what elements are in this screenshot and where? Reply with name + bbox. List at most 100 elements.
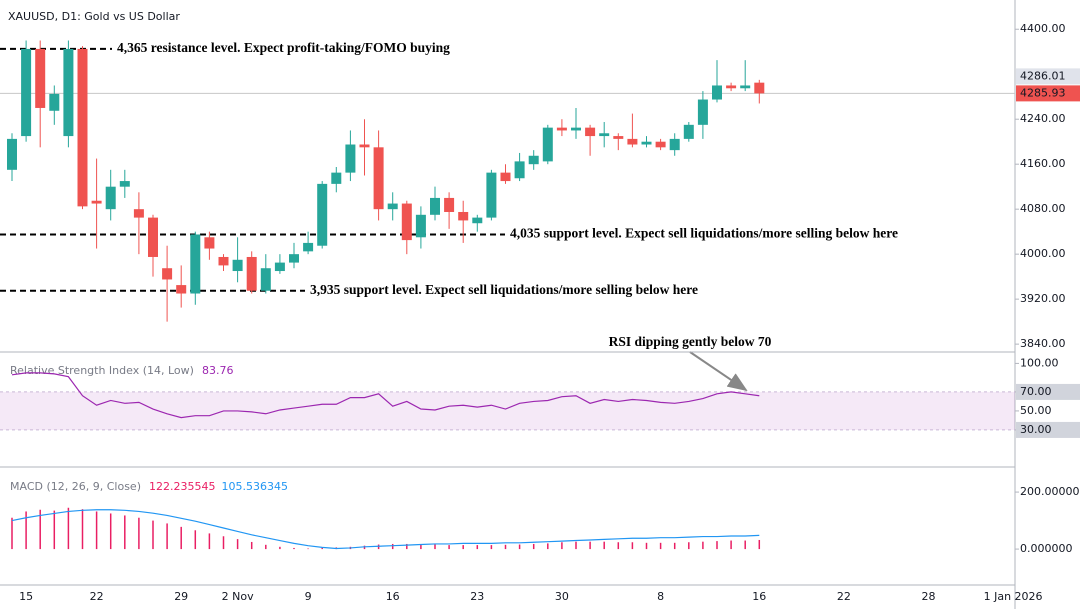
candle-body <box>697 99 708 125</box>
candle-body <box>7 138 17 170</box>
y-tick-label: 3840.00 <box>1020 337 1066 350</box>
candle-body <box>190 234 201 294</box>
candle-body <box>148 217 158 257</box>
y-tick-label: 4160.00 <box>1020 157 1066 170</box>
chart-title: XAUUSD, D1: Gold vs US Dollar <box>8 10 180 23</box>
y-tick-label: 4400.00 <box>1020 22 1066 35</box>
candle-body <box>740 85 751 89</box>
candle-body <box>162 268 173 280</box>
marker-price-label: 4286.01 <box>1020 69 1066 82</box>
candle-body <box>49 93 60 111</box>
separators <box>0 0 1016 609</box>
candle-body <box>683 124 694 139</box>
candle-body <box>303 242 314 252</box>
candle-body <box>91 200 102 204</box>
y-tick-box <box>1016 383 1080 400</box>
y-tick-box <box>1016 421 1080 438</box>
annotation-arrow <box>689 351 748 392</box>
macd-line-value: 105.536345 <box>221 480 287 493</box>
candle-body <box>754 82 765 94</box>
candle-body <box>726 85 737 89</box>
candle-body <box>556 127 567 131</box>
y-tick-label: 200.000000 <box>1020 485 1080 498</box>
candle-body <box>35 48 46 108</box>
candle-body <box>585 127 596 137</box>
x-tick-label: 16 <box>752 590 766 603</box>
y-tick-label: 70.00 <box>1020 385 1052 398</box>
x-tick-label: 9 <box>305 590 312 603</box>
candle-body <box>133 209 144 218</box>
rsi-value: 83.76 <box>202 364 234 377</box>
candle-body <box>359 144 370 148</box>
macd-title: MACD (12, 26, 9, Close) <box>10 480 141 493</box>
candle-body <box>331 172 342 184</box>
candle-body <box>77 48 88 207</box>
x-tick-label: 28 <box>922 590 936 603</box>
candle-body <box>528 155 539 165</box>
candle-body <box>514 161 525 179</box>
candle-body <box>627 138 638 145</box>
candle-body <box>401 203 412 241</box>
candle-body <box>444 197 455 212</box>
candle-body <box>63 48 74 137</box>
candle-body <box>204 237 215 249</box>
annotation-text: 4,035 support level. Expect sell liquida… <box>510 226 898 241</box>
x-tick-label: 15 <box>19 590 33 603</box>
candle-body <box>317 183 328 246</box>
candle-body <box>345 144 356 173</box>
candle-body <box>712 85 722 100</box>
candle-body <box>246 256 257 291</box>
x-tick-label: 8 <box>657 590 664 603</box>
rsi-band <box>0 391 1015 430</box>
annotation-text: 3,935 support level. Expect sell liquida… <box>310 282 698 297</box>
candle-body <box>387 203 398 210</box>
y-tick-label: 3920.00 <box>1020 292 1066 305</box>
candle-body <box>571 127 581 131</box>
candle-body <box>486 172 497 218</box>
candle-body <box>430 197 440 215</box>
candle-body <box>105 186 116 210</box>
price-label: 4285.93 <box>1020 86 1066 99</box>
y-tick-label: 30.00 <box>1020 423 1052 436</box>
candle-body <box>415 214 426 238</box>
y-tick-label: 4080.00 <box>1020 202 1066 215</box>
candle-body <box>260 268 271 291</box>
candle-body <box>500 172 511 182</box>
x-tick-label: 1 Jan 2026 <box>984 590 1043 603</box>
candle-body <box>289 254 299 263</box>
y-tick-label: 4000.00 <box>1020 247 1066 260</box>
macd-line <box>11 509 760 550</box>
y-tick-label: 0.000000 <box>1020 542 1073 555</box>
candle-body <box>542 127 553 162</box>
candle-body <box>599 133 610 137</box>
candle-body <box>274 262 285 272</box>
rsi-title: Relative Strength Index (14, Low) <box>10 364 194 377</box>
x-tick-label: 2 Nov <box>222 590 254 603</box>
candle-body <box>472 217 483 224</box>
macd-hist-value: 122.235545 <box>149 480 215 493</box>
y-tick-label: 100.00 <box>1020 356 1059 369</box>
macd-header: MACD (12, 26, 9, Close) 122.235545 105.536… <box>10 480 288 493</box>
candle-body <box>613 136 624 139</box>
price-box <box>1016 85 1080 102</box>
x-tick-label: 30 <box>555 590 569 603</box>
candle-body <box>176 285 187 294</box>
candle-body <box>669 138 680 151</box>
rsi-line <box>11 372 760 419</box>
x-tick-label: 22 <box>837 590 851 603</box>
x-tick-label: 16 <box>386 590 400 603</box>
y-tick-label: 50.00 <box>1020 404 1052 417</box>
candle-body <box>373 147 384 210</box>
candle-body <box>218 256 229 266</box>
candle-body <box>21 48 32 137</box>
candle-body <box>641 141 652 145</box>
candle-body <box>655 141 666 148</box>
candle-body <box>458 211 469 221</box>
x-tick-label: 22 <box>90 590 104 603</box>
annotation-text: 4,365 resistance level. Expect profit-ta… <box>117 40 450 55</box>
candle-body <box>232 259 243 272</box>
marker-price-box <box>1016 68 1080 85</box>
x-tick-label: 29 <box>174 590 188 603</box>
